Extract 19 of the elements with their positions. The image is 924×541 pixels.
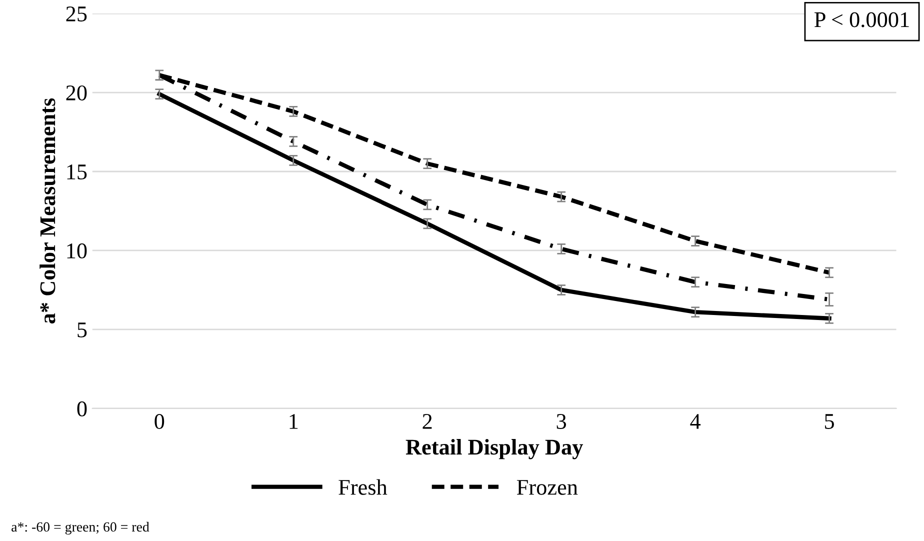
y-axis-title: a* Color Measurements — [40, 98, 56, 324]
x-tick-label: 2 — [422, 414, 432, 429]
x-tick-label: 3 — [556, 414, 566, 429]
y-tick-label: 20 — [66, 85, 87, 100]
text: a*: -60 = green; 60 = red — [12, 522, 150, 535]
annotation: P < 0.0001 — [814, 12, 909, 28]
y-tick-label: 15 — [67, 164, 87, 180]
legend-label: Frozen — [516, 480, 578, 495]
x-tick-label: 5 — [825, 414, 834, 429]
legend-label: Fresh — [338, 479, 388, 495]
x-axis-title: Retail Display Day — [406, 439, 584, 460]
y-tick-label: 10 — [67, 243, 87, 258]
y-tick-label: 0 — [77, 401, 87, 416]
line-series — [157, 92, 832, 320]
x-tick-label: 0 — [154, 414, 164, 429]
y-tick-label: 25 — [66, 6, 87, 22]
y-tick-label: 5 — [78, 322, 87, 338]
x-tick-label: 1 — [290, 414, 298, 429]
x-tick-label: 4 — [690, 414, 701, 429]
